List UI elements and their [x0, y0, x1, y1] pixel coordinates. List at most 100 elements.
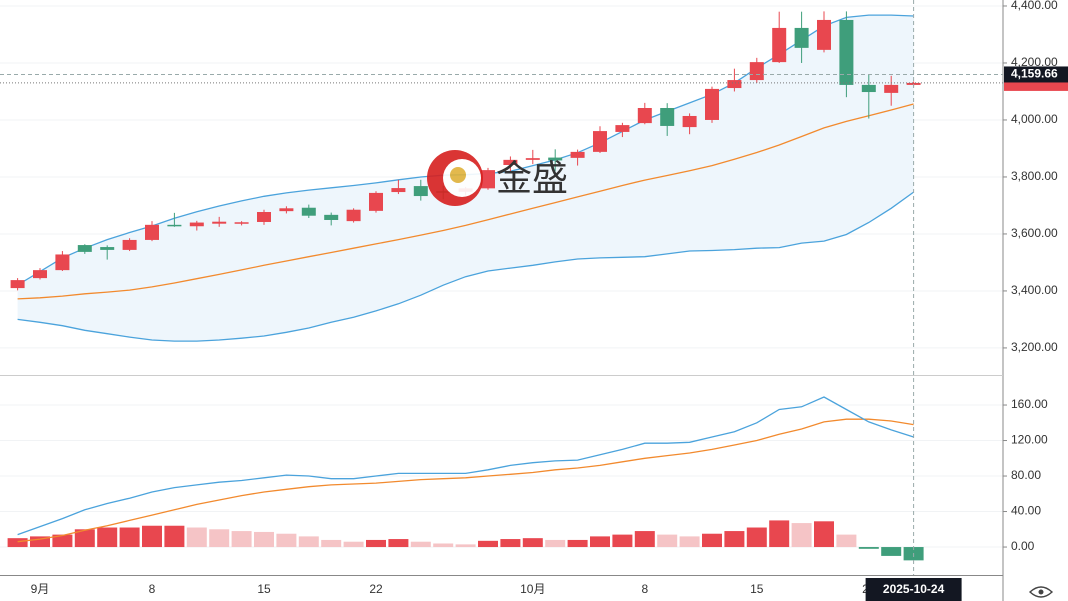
candle-body [637, 107, 652, 124]
candle-body [839, 19, 854, 85]
histogram-bar [321, 539, 342, 548]
histogram-bar [634, 531, 655, 548]
x-tick-label: 15 [750, 582, 764, 596]
histogram-bar [119, 527, 140, 548]
candle-body [122, 239, 137, 250]
candle-body [593, 131, 607, 152]
histogram-bar [814, 521, 834, 548]
x-tick-label: 8 [149, 582, 156, 596]
watermark-text: 金盛 [496, 158, 568, 199]
histogram-bar [836, 534, 857, 548]
candle-body [324, 214, 339, 220]
histogram-bar [298, 536, 319, 548]
x-tick-label: 10月 [520, 582, 545, 596]
candle-body [413, 186, 428, 197]
y-tick-label: 4,200.00 [1011, 55, 1058, 69]
crosshair-date-label: 2025-10-24 [883, 582, 945, 596]
y-tick-label: 3,600.00 [1011, 226, 1058, 240]
dif-line [17, 396, 914, 536]
histogram-bar [186, 527, 207, 548]
histogram-bar [679, 536, 700, 548]
histogram-bar [366, 539, 386, 548]
histogram-bar [164, 525, 185, 548]
histogram-bar [52, 534, 73, 548]
histogram-bar [254, 531, 274, 548]
histogram-bar [433, 543, 454, 548]
crosshair-price-box [1004, 66, 1068, 83]
histogram-bar [209, 529, 230, 548]
eye-pupil[interactable] [1038, 589, 1044, 595]
x-tick-label: 8 [641, 582, 648, 596]
histogram-bar [724, 531, 745, 548]
histogram-bar [388, 539, 409, 548]
x-tick-label: 9月 [31, 582, 50, 596]
histogram-bar [231, 531, 252, 548]
candle-body [749, 62, 764, 81]
histogram-bar [522, 538, 543, 548]
y-tick-label: 0.00 [1011, 539, 1035, 553]
candle-body [212, 221, 227, 224]
histogram-bar [657, 534, 678, 548]
candle-body [10, 280, 25, 289]
candle-body [301, 207, 316, 216]
candle-body [77, 245, 92, 252]
histogram-bar [74, 529, 95, 548]
candle-body [167, 224, 182, 227]
histogram-bar [612, 534, 633, 548]
settings-icon[interactable] [1028, 586, 1054, 598]
candle-body [660, 107, 675, 126]
histogram-bar [858, 547, 879, 549]
y-tick-label: 40.00 [1011, 504, 1041, 518]
watermark-logo [427, 150, 483, 206]
y-tick-label: 3,400.00 [1011, 283, 1058, 297]
candle-body [772, 27, 787, 63]
histogram-bar [746, 527, 767, 548]
candle-body [682, 115, 697, 128]
candle-body [727, 80, 742, 89]
candle-body [55, 254, 70, 271]
histogram-bar [500, 539, 521, 548]
histogram-bar [455, 544, 476, 548]
candle-body [257, 212, 271, 222]
histogram-bar [97, 527, 118, 548]
y-tick-label: 80.00 [1011, 468, 1041, 482]
histogram-bar [590, 536, 610, 548]
candle-body [548, 157, 563, 161]
candle-body [189, 222, 204, 227]
y-tick-label: 4,000.00 [1011, 112, 1058, 126]
histogram-bar [769, 520, 790, 548]
middle-band [17, 103, 914, 300]
candle-body [794, 27, 809, 48]
histogram-bar [567, 539, 588, 548]
candle-body [346, 209, 361, 222]
histogram-bar [410, 541, 431, 548]
logo-dot [450, 167, 466, 183]
candle-body [817, 19, 831, 50]
x-tick-label: 15 [257, 582, 271, 596]
candle-body [861, 84, 876, 93]
candle-body [279, 208, 294, 212]
candle-body [884, 84, 899, 93]
candle-body [369, 192, 383, 211]
histogram-bar [545, 539, 566, 548]
candle-body [234, 222, 249, 224]
y-tick-label: 3,800.00 [1011, 169, 1058, 183]
eye-outline[interactable] [1028, 586, 1054, 598]
candle-body [570, 151, 585, 158]
y-tick-label: 4,400.00 [1011, 0, 1058, 12]
candle-body [705, 88, 719, 120]
histogram-bar [343, 541, 364, 548]
candle-body [100, 247, 115, 250]
y-tick-label: 120.00 [1011, 433, 1048, 447]
candle-body [145, 224, 159, 240]
histogram-bar [478, 540, 498, 548]
candle-body [615, 125, 630, 132]
candle-body [906, 82, 921, 85]
histogram-bar [7, 538, 28, 548]
crosshair-date-box [865, 578, 962, 601]
histogram-bar [702, 533, 722, 548]
crosshair-price-label: 4,159.66 [1011, 67, 1058, 81]
histogram-bar [791, 523, 812, 548]
candle-body [33, 270, 47, 279]
